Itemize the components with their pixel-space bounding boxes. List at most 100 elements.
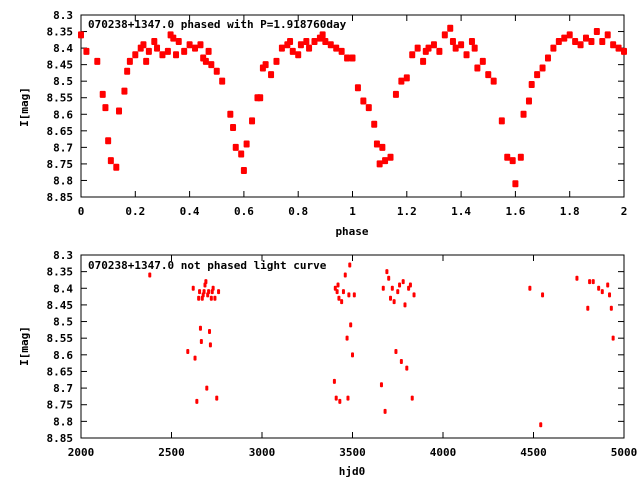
data-point xyxy=(175,37,182,45)
data-point xyxy=(463,51,470,59)
data-point xyxy=(121,87,128,95)
x-tick-label: 0 xyxy=(78,205,85,218)
axis-ticks-unphased xyxy=(80,254,625,439)
y-tick-labels-unphased: 8.3 8.35 8.4 8.45 8.5 8.55 8.6 8.65 8.7 8.75 8.8 8.… xyxy=(47,249,74,445)
data-point xyxy=(379,143,386,151)
data-point xyxy=(306,44,313,52)
y-tick-label: 8.8 xyxy=(53,415,73,428)
data-point xyxy=(352,292,356,298)
plot-frame-unphased xyxy=(80,254,625,439)
data-point xyxy=(192,44,199,52)
data-point xyxy=(575,275,579,281)
x-tick-label: 1 xyxy=(349,205,356,218)
data-point xyxy=(403,302,407,308)
data-point xyxy=(389,295,393,301)
data-point xyxy=(126,57,133,65)
data-point xyxy=(606,282,610,288)
y-tick-label: 8.45 xyxy=(47,299,74,312)
y-tick-label: 8.65 xyxy=(47,365,74,378)
data-point xyxy=(385,269,389,275)
data-point xyxy=(425,44,432,52)
data-point xyxy=(78,31,84,39)
data-point xyxy=(107,157,114,165)
y-tick-labels-phased: 8.3 8.35 8.4 8.45 8.5 8.55 8.6 8.65 8.7 8.75 8.8 8.… xyxy=(47,9,74,204)
x-tick-label: 0.2 xyxy=(125,205,145,218)
y-axis-label-phased: I[mag] xyxy=(18,87,31,127)
data-point xyxy=(534,71,541,79)
data-point xyxy=(198,325,202,331)
phased-chart: 8.3 8.35 8.4 8.45 8.5 8.55 8.6 8.65 8.7 8.75 8.8 8.… xyxy=(18,9,627,238)
y-tick-label: 8.45 xyxy=(47,59,74,72)
data-point xyxy=(191,285,195,291)
x-tick-labels-phased: 0 0.2 0.4 0.6 0.8 1 1.2 1.4 1.6 1.8 2 xyxy=(78,205,628,218)
data-point xyxy=(197,41,204,49)
data-point xyxy=(207,289,211,295)
data-point xyxy=(555,37,562,45)
data-point xyxy=(344,54,351,62)
data-point xyxy=(347,292,351,298)
data-point xyxy=(525,97,532,105)
data-point xyxy=(335,289,339,295)
data-point xyxy=(337,295,341,301)
data-point xyxy=(140,41,147,49)
data-point xyxy=(219,77,226,85)
data-point xyxy=(273,57,280,65)
data-point xyxy=(208,342,212,348)
x-tick-label: 1.4 xyxy=(451,205,471,218)
data-point xyxy=(373,140,380,148)
data-point xyxy=(396,289,400,295)
data-point xyxy=(249,117,256,125)
y-axis-label-unphased: I[mag] xyxy=(18,326,31,366)
data-point xyxy=(202,289,206,295)
data-point xyxy=(303,37,310,45)
y-tick-label: 8.5 xyxy=(53,316,73,329)
data-point xyxy=(311,37,318,45)
data-point xyxy=(341,289,345,295)
data-point xyxy=(609,305,613,311)
data-point xyxy=(287,37,294,45)
x-axis-label-phased: phase xyxy=(335,225,368,238)
data-point xyxy=(593,28,600,36)
data-point xyxy=(211,285,215,291)
data-point xyxy=(295,51,302,59)
data-point xyxy=(383,408,387,414)
x-tick-label: 2000 xyxy=(68,446,95,459)
data-point xyxy=(582,34,589,42)
data-point xyxy=(544,54,551,62)
data-point xyxy=(338,47,345,55)
data-point xyxy=(116,107,123,115)
data-point xyxy=(479,57,486,65)
data-point xyxy=(441,31,448,39)
data-point xyxy=(387,275,391,281)
plot-frame-phased xyxy=(80,14,625,198)
data-point xyxy=(278,44,285,52)
data-point xyxy=(414,44,421,52)
data-point xyxy=(99,90,106,98)
data-point xyxy=(458,41,465,49)
data-point xyxy=(381,285,385,291)
data-point xyxy=(322,37,329,45)
data-point xyxy=(346,395,350,401)
data-point xyxy=(338,398,342,404)
data-point xyxy=(197,295,201,301)
data-point xyxy=(83,47,90,55)
data-point xyxy=(597,285,601,291)
y-tick-label: 8.4 xyxy=(53,282,73,295)
data-point xyxy=(588,279,592,285)
data-point xyxy=(360,97,367,105)
y-tick-label: 8.35 xyxy=(47,26,74,39)
data-point xyxy=(333,44,340,52)
data-point xyxy=(474,64,481,72)
axis-ticks-phased xyxy=(80,14,625,198)
data-point xyxy=(561,34,568,42)
data-point xyxy=(159,51,166,59)
data-point xyxy=(132,51,139,59)
y-tick-label: 8.85 xyxy=(47,432,74,445)
x-tick-label: 3500 xyxy=(339,446,366,459)
y-tick-label: 8.4 xyxy=(53,42,73,55)
data-point xyxy=(599,37,606,45)
data-point xyxy=(351,352,354,358)
data-point xyxy=(143,57,150,65)
data-point xyxy=(390,285,394,291)
data-point xyxy=(319,31,326,39)
